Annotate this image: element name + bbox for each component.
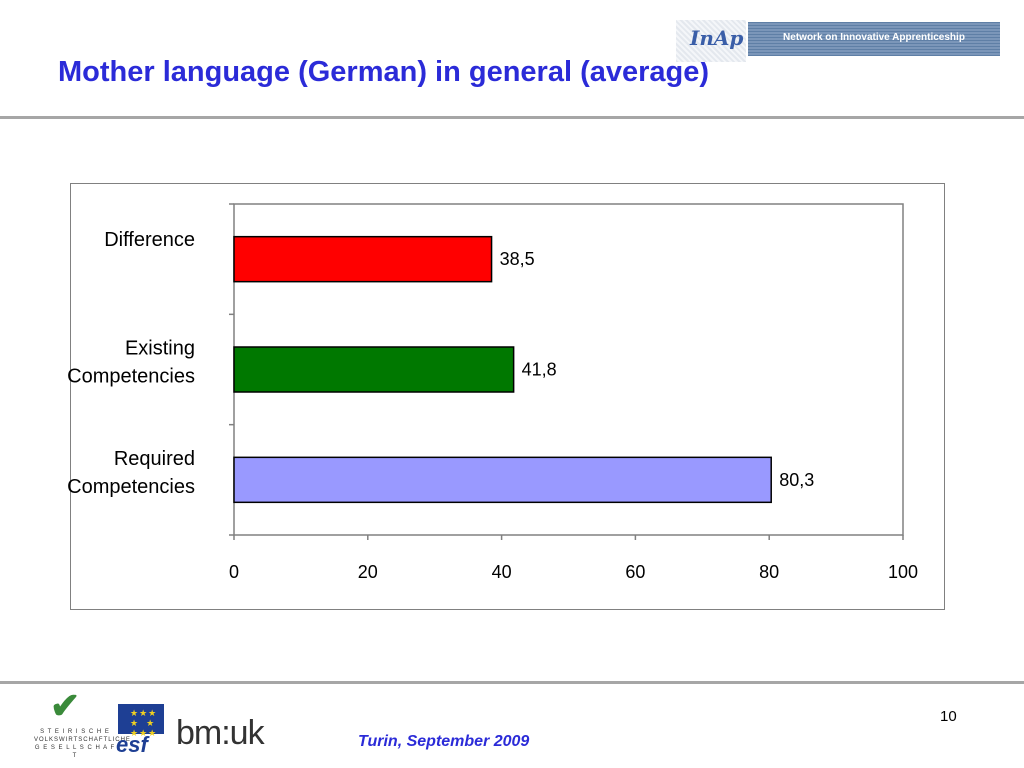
- bar: [233, 235, 493, 283]
- network-banner: InAp Network on Innovative Apprenticeshi…: [676, 20, 1000, 62]
- category-label: Competencies: [67, 476, 195, 498]
- footer-caption: Turin, September 2009: [358, 733, 530, 750]
- esf-logo-text: esf: [116, 732, 148, 757]
- checkmark-icon: ✔: [50, 685, 81, 726]
- bottom-divider: [0, 681, 1024, 684]
- chart-frame: [70, 183, 945, 610]
- category-label: Existing: [125, 338, 195, 360]
- inap-logo: InAp: [676, 20, 746, 62]
- x-tick-label: 100: [888, 562, 918, 582]
- slide-title: Mother language (German) in general (ave…: [58, 56, 710, 88]
- bar: [233, 346, 515, 393]
- category-label: Required: [114, 448, 195, 470]
- x-tick-label: 40: [492, 562, 512, 582]
- inap-logo-text: InAp: [690, 26, 744, 50]
- x-tick-label: 60: [625, 562, 645, 582]
- x-tick-label: 0: [229, 562, 239, 582]
- bar: [233, 456, 772, 504]
- data-label: 80,3: [779, 470, 814, 490]
- data-label: 41,8: [522, 360, 557, 380]
- x-tick-label: 80: [759, 562, 779, 582]
- steirische-logo-text: S T E I R I S C H E VOLKSWIRTSCHAFTLICHE…: [34, 728, 131, 760]
- banner-text: Network on Innovative Apprenticeship: [783, 32, 965, 43]
- steirische-line-3: G E S E L L S C H A F T: [34, 745, 116, 759]
- bmuk-logo: bm:uk: [176, 714, 265, 752]
- eu-stars-icon: ★★★ ★ ★ ★★★: [130, 708, 158, 738]
- steirische-line-1: S T E I R I S C H E: [40, 729, 110, 735]
- steirische-logo: ✔ S T E I R I S C H E VOLKSWIRTSCHAFTLIC…: [34, 685, 131, 760]
- category-label: Competencies: [67, 366, 195, 388]
- banner-bar: Network on Innovative Apprenticeship: [748, 22, 1000, 56]
- category-label: Difference: [104, 229, 195, 251]
- top-divider: [0, 116, 1024, 119]
- data-label: 38,5: [500, 249, 535, 269]
- steirische-line-2: VOLKSWIRTSCHAFTLICHE: [34, 737, 131, 743]
- page-number: 10: [940, 708, 957, 725]
- esf-logo: ★★★ ★ ★ ★★★ esf: [116, 704, 172, 757]
- eu-flag-icon: ★★★ ★ ★ ★★★: [118, 704, 164, 738]
- x-tick-label: 20: [358, 562, 378, 582]
